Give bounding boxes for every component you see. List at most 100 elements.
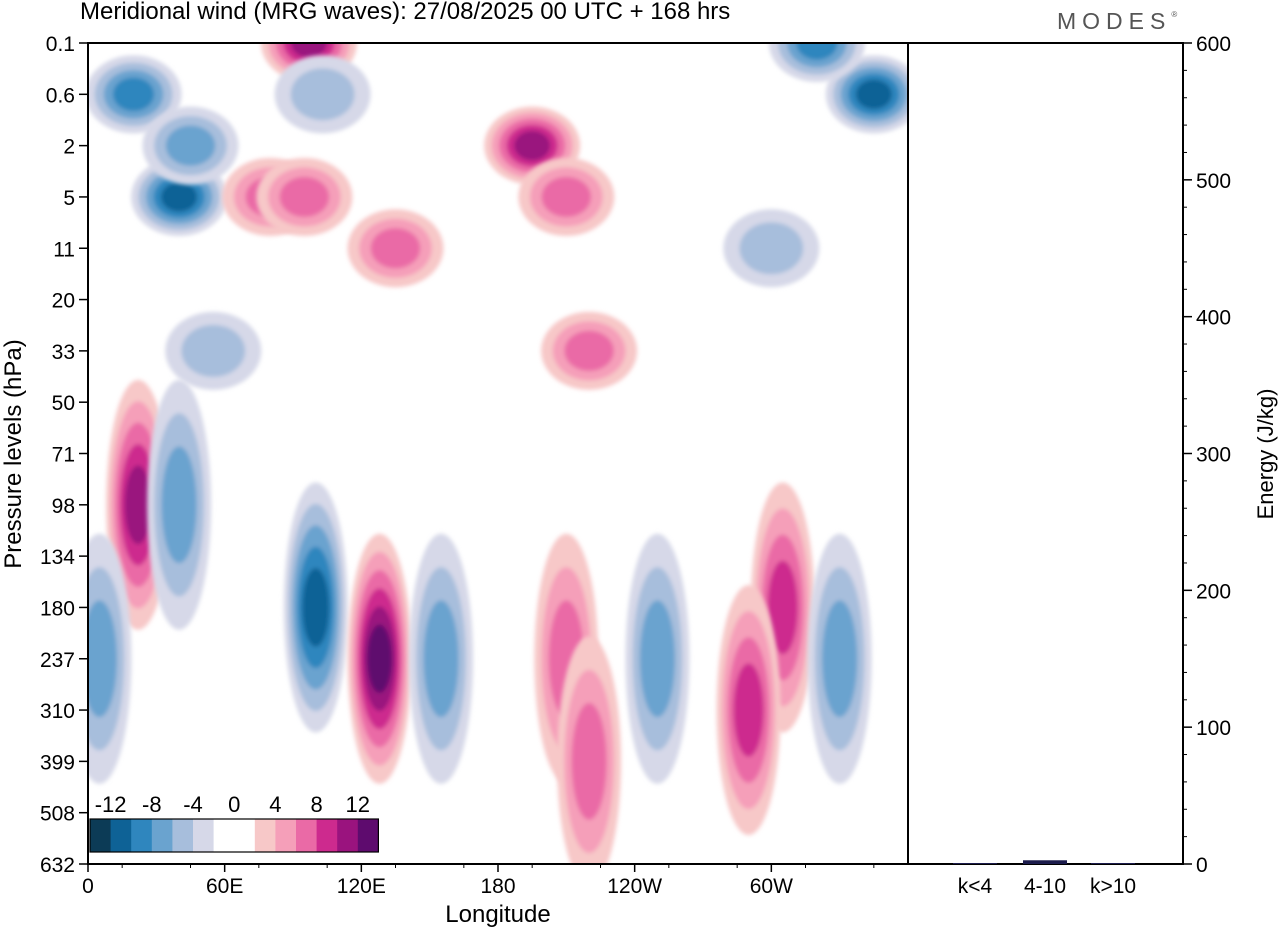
energy-tick-label: 300 xyxy=(1196,444,1231,467)
colorbar-swatch xyxy=(193,819,215,852)
y-tick-label: 180 xyxy=(40,597,75,620)
y-tick-label: 2 xyxy=(63,136,75,159)
contour-level xyxy=(639,600,675,718)
energy-bars: k<4 4-10 k>10 xyxy=(953,860,1136,898)
contour-level xyxy=(370,228,421,269)
contour-blob xyxy=(750,482,815,733)
y-tick-label: 33 xyxy=(52,341,75,364)
contour-level xyxy=(564,330,614,371)
x-tick-label: 60W xyxy=(750,875,793,898)
colorbar-swatch xyxy=(90,819,112,852)
contour-level xyxy=(739,222,804,275)
contour-level xyxy=(302,568,330,647)
colorbar: -12 -8 -4 0 4 8 12 xyxy=(89,792,379,853)
y-axis-label: Pressure levels (hPa) xyxy=(0,339,27,568)
contour-level xyxy=(733,663,764,757)
energy-tick-label: 500 xyxy=(1196,170,1231,193)
y-tick-label: 399 xyxy=(40,751,75,774)
y-tick-label: 0.6 xyxy=(46,84,75,107)
colorbar-frame xyxy=(89,818,379,853)
contour-level xyxy=(165,125,216,166)
contour-blob xyxy=(256,157,353,236)
y-tick-label: 71 xyxy=(52,444,75,467)
colorbar-label: 12 xyxy=(346,792,370,817)
contour-level xyxy=(290,43,327,58)
longitude-axis: 0 60E 120E 180 120W 60W xyxy=(82,864,875,898)
energy-bar xyxy=(1091,863,1135,864)
x-tick-label: 0 xyxy=(82,875,94,898)
y-tick-label: 134 xyxy=(40,546,75,569)
contour-level xyxy=(571,703,607,820)
contour-level xyxy=(822,600,858,718)
y-tick-label: 237 xyxy=(40,649,75,672)
contour-level xyxy=(124,465,152,545)
chart-title: Meridional wind (MRG waves): 27/08/2025 … xyxy=(80,0,731,25)
contour-blob xyxy=(807,533,872,784)
contour-level xyxy=(112,77,155,112)
contour-blob xyxy=(541,311,638,390)
energy-tick-label: 0 xyxy=(1196,854,1208,877)
contour-blob xyxy=(347,209,444,288)
energy-tick-label: 400 xyxy=(1196,307,1231,330)
contour-level xyxy=(796,43,838,60)
contour-level xyxy=(161,446,197,564)
contour-level xyxy=(367,624,392,693)
colorbar-swatch xyxy=(151,819,173,852)
contour-level xyxy=(514,130,551,161)
colorbar-label: -4 xyxy=(183,792,203,817)
y-tick-label: 5 xyxy=(63,187,75,210)
contour-blob xyxy=(147,379,212,630)
x-tick-label: 120W xyxy=(607,875,662,898)
contour-blob xyxy=(518,157,615,236)
energy-category-label: 4-10 xyxy=(1024,875,1066,898)
contour-level xyxy=(161,182,198,212)
contour-blob xyxy=(283,482,348,733)
contour-level xyxy=(767,560,798,655)
energy-axis-label: Energy (J/kg) xyxy=(1253,389,1278,520)
x-axis-label: Longitude xyxy=(445,901,550,928)
colorbar-swatch xyxy=(316,819,338,852)
contour-level xyxy=(279,176,330,218)
colorbar-label: 8 xyxy=(310,792,322,817)
energy-tick-label: 200 xyxy=(1196,580,1231,603)
contour-blob xyxy=(625,533,690,784)
contour-blob xyxy=(142,106,239,185)
colorbar-label: -12 xyxy=(95,792,127,817)
colorbar-swatch xyxy=(110,819,132,852)
contour-level xyxy=(290,68,355,121)
colorbar-swatch xyxy=(131,819,153,852)
contour-level xyxy=(423,600,459,718)
contour-blob xyxy=(723,209,820,288)
energy-tick-label: 600 xyxy=(1196,33,1231,56)
contour-blob xyxy=(347,533,412,784)
colorbar-swatch xyxy=(357,819,379,852)
energy-axis: 0 100 200 300 400 500 600 xyxy=(1183,33,1231,877)
contour-blob xyxy=(88,55,182,134)
colorbar-swatch xyxy=(213,819,235,852)
contour-blob xyxy=(716,585,781,836)
contour-blob xyxy=(409,533,474,784)
x-tick-label: 60E xyxy=(206,875,243,898)
contour-blob xyxy=(165,311,262,390)
energy-bar xyxy=(953,863,997,864)
y-tick-label: 632 xyxy=(40,854,75,877)
energy-tick-label: 100 xyxy=(1196,717,1231,740)
energy-bar xyxy=(1023,860,1067,864)
y-tick-label: 310 xyxy=(40,700,75,723)
colorbar-swatch xyxy=(254,819,276,852)
colorbar-swatch xyxy=(234,819,256,852)
energy-category-label: k>10 xyxy=(1090,875,1136,898)
contour-blob xyxy=(274,55,371,134)
contour-level xyxy=(541,176,591,218)
y-tick-label: 98 xyxy=(52,495,75,518)
contour-blob xyxy=(768,43,865,82)
contour-level xyxy=(181,324,246,377)
x-tick-label: 180 xyxy=(480,875,515,898)
contour-blob xyxy=(484,106,581,185)
energy-category-label: k<4 xyxy=(958,875,993,898)
colorbar-label: -8 xyxy=(142,792,162,817)
y-tick-label: 508 xyxy=(40,803,75,826)
y-tick-label: 11 xyxy=(53,238,75,261)
y-tick-label: 0.1 xyxy=(46,33,75,56)
